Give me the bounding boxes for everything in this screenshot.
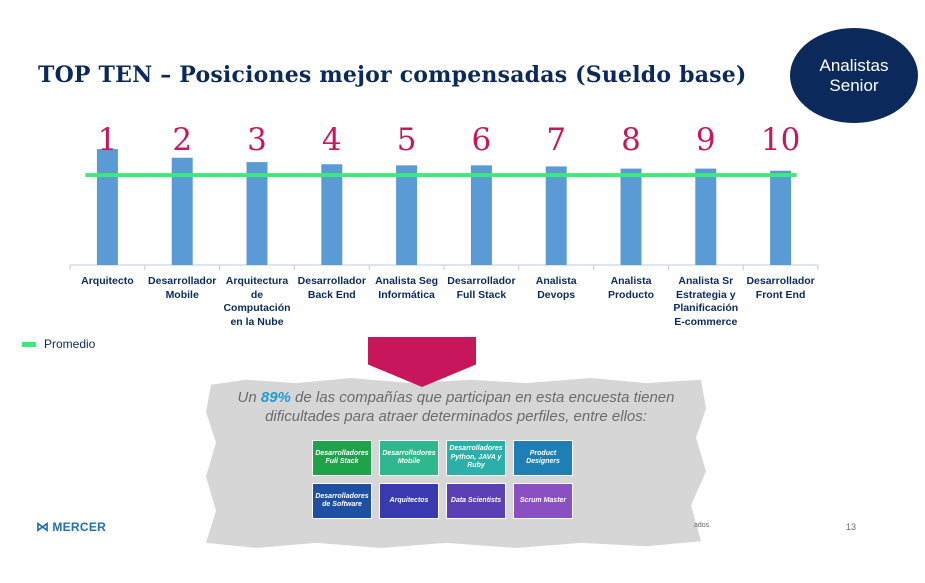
callout-text-before: Un (237, 389, 261, 406)
bar (96, 149, 118, 265)
bar (396, 165, 418, 265)
x-tick-label: Analista Sr Estrategia y Planificación E-co… (673, 275, 739, 328)
x-tick-label: Desarrollador Full Stack (447, 275, 516, 301)
callout-text: Un 89% de las compañías que participan e… (216, 388, 696, 426)
callout-percent: 89% (260, 389, 291, 406)
rank-number: 9 (696, 122, 716, 158)
rank-number: 2 (172, 122, 192, 158)
badge-line-1: Analistas (819, 55, 889, 75)
rank-number: 10 (761, 122, 800, 158)
arrow-down-icon (368, 337, 476, 387)
x-tick-label: Arquitecto (81, 275, 134, 287)
footnote: ados. (694, 522, 712, 529)
callout-text-after: de las compañías que participan en esta … (265, 389, 675, 425)
profile-tile: Desarrolladores de Software (312, 483, 372, 519)
bar (545, 166, 567, 265)
logo-text: MERCER (52, 520, 107, 534)
legend-label-average: Promedio (44, 337, 96, 351)
bar (171, 157, 193, 265)
rank-number: 6 (472, 122, 492, 158)
profile-tile: Arquitectos (379, 483, 439, 519)
legend-swatch-average (22, 341, 36, 347)
profile-tile: Desarrolladores Python, JAVA y Ruby (446, 440, 506, 476)
x-tick-label: Desarrollador Front End (746, 275, 815, 301)
rank-number: 4 (322, 122, 342, 158)
rank-number: 1 (98, 122, 118, 158)
profile-tile: Desarrolladores Mobile (379, 440, 439, 476)
profile-tile: Scrum Master (513, 483, 573, 519)
bar (246, 162, 268, 265)
profile-tile: Desarrolladores Full Stack (312, 440, 372, 476)
legend: Promedio (22, 337, 95, 351)
rank-number: 8 (621, 122, 641, 158)
page-number: 13 (846, 522, 857, 532)
profile-tile: Product Designers (513, 440, 573, 476)
bar (620, 168, 642, 265)
mercer-logo: ⋈ MERCER (36, 519, 106, 535)
bar-chart: 1 2 3 4 5 6 7 8 9 10 (69, 122, 819, 270)
rank-number: 3 (247, 122, 267, 158)
bar (770, 170, 792, 265)
badge-line-2: Senior (829, 75, 879, 95)
rank-number: 7 (546, 122, 566, 158)
bar (321, 164, 343, 265)
profile-tile: Data Scientists (446, 483, 506, 519)
x-tick-label: Arquitectura de Computación en la Nube (223, 275, 291, 328)
level-badge: Analistas Senior (790, 28, 918, 123)
x-tick-label: Analista Seg Informática (375, 275, 439, 301)
bar (470, 165, 492, 265)
mercer-logo-icon: ⋈ (36, 519, 50, 534)
rank-number: 5 (397, 122, 417, 158)
x-tick-label: Analista Producto (607, 275, 655, 301)
bar (695, 168, 717, 265)
x-tick-label: Desarrollador Back End (297, 275, 366, 301)
slide-title: TOP TEN – Posiciones mejor compensadas (… (38, 62, 747, 88)
x-tick-label: Desarrollador Mobile (148, 275, 217, 301)
x-tick-label: Analista Devops (535, 275, 577, 301)
